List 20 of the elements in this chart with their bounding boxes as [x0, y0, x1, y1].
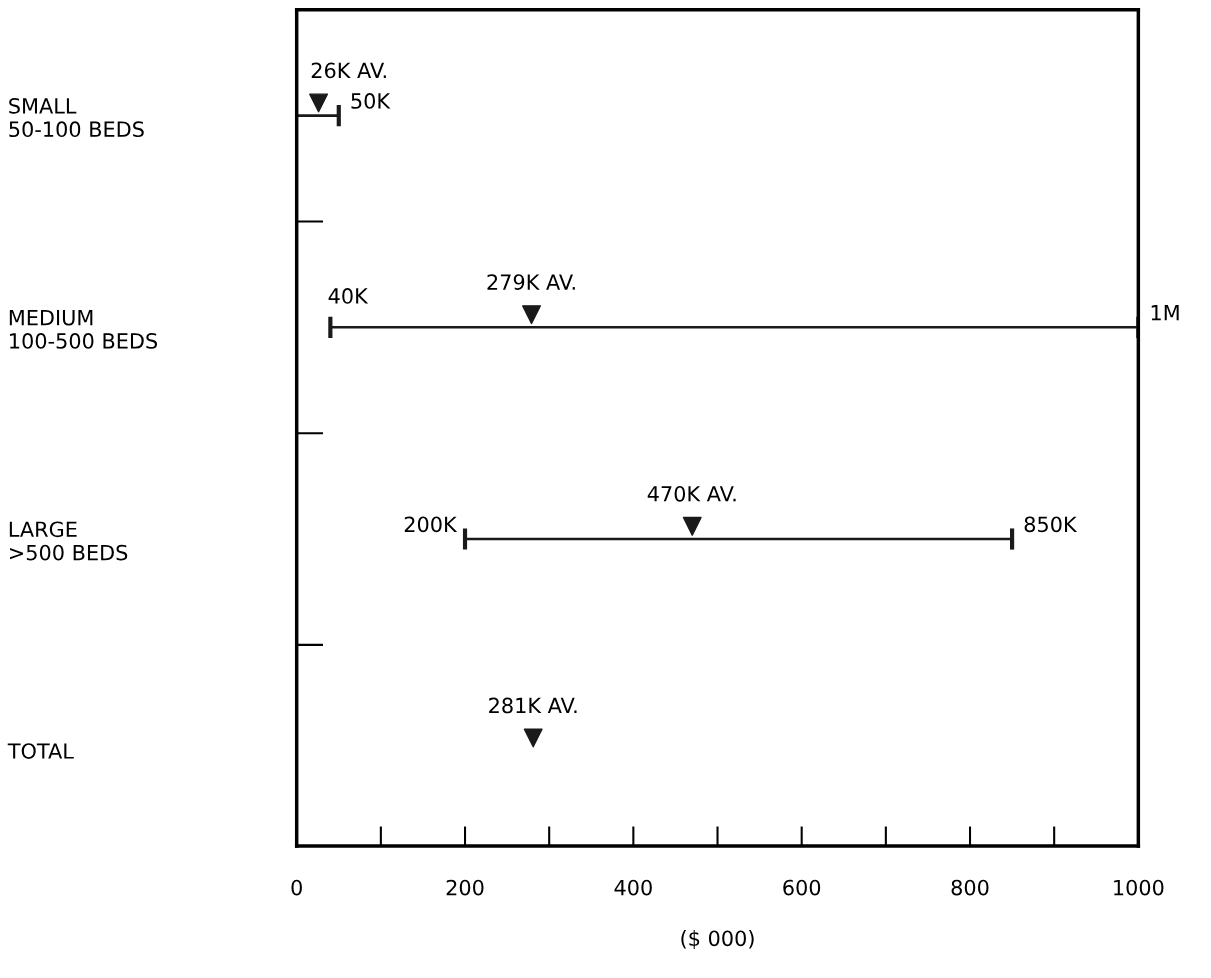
x-tick-label: 800	[951, 879, 989, 896]
x-tick-label: 400	[614, 879, 652, 896]
annotation: 470K AV.	[647, 485, 736, 502]
annotation: 279K AV.	[487, 274, 575, 290]
annotation: 200K	[404, 516, 458, 533]
annotation: 1M	[1151, 305, 1179, 321]
x-tick-label: 0	[291, 879, 302, 896]
y-tick-label: SMALL 50-100 BEDS	[9, 98, 144, 138]
x-tick-label: 1000	[1114, 879, 1164, 896]
annotation: 26K AV.	[311, 62, 386, 79]
annotation: 50K	[351, 93, 391, 109]
y-tick-label: LARGE >500 BEDS	[9, 521, 128, 561]
y-tick-label: TOTAL	[7, 743, 74, 759]
x-axis-title: ($ 000)	[681, 930, 754, 949]
x-tick-label: 200	[446, 879, 484, 896]
x-tick-label: 600	[783, 879, 821, 896]
annotation: 40K	[328, 288, 369, 304]
annotation: 850K	[1024, 516, 1078, 533]
y-tick-label: MEDIUM 100-500 BEDS	[9, 309, 158, 349]
annotation: 281K AV.	[489, 697, 577, 714]
